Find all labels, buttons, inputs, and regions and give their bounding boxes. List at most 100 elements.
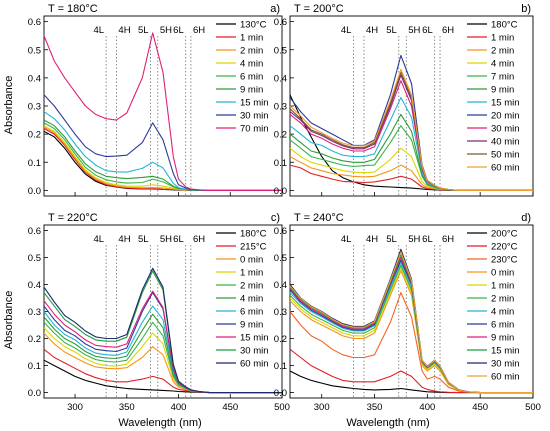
legend-label: 230°C — [491, 255, 518, 266]
band-label: 6H — [193, 25, 205, 36]
y-tick-label: 0.6 — [28, 17, 41, 28]
panel-letter: d) — [521, 212, 531, 224]
legend-label: 2 min — [491, 46, 514, 57]
series-line — [289, 251, 533, 394]
x-axis-label-right: Wavelength (nm) — [346, 417, 429, 429]
legend-label: 200°C — [491, 229, 518, 240]
y-tick-label: 0.5 — [28, 45, 41, 56]
x-tick-label: 500 — [525, 402, 541, 413]
band-label: 4H — [118, 25, 130, 36]
x-tick-label: 350 — [367, 402, 383, 413]
y-tick-label: 0.0 — [274, 388, 287, 399]
y-tick-label: 0.5 — [28, 253, 41, 264]
y-axis-label-top: Absorbance — [3, 76, 15, 135]
y-tick-label: 0.4 — [28, 280, 41, 291]
legend-label: 60 min — [491, 163, 520, 174]
band-label: 4L — [341, 25, 352, 36]
y-tick-label: 0.5 — [274, 253, 287, 264]
y-tick-label: 0.2 — [28, 334, 41, 345]
legend-label: 15 min — [240, 98, 269, 109]
legend-label: 4 min — [491, 307, 514, 318]
band-label: 6H — [193, 234, 205, 245]
panel-title: T = 180°C — [48, 3, 98, 15]
band-label: 5H — [160, 234, 172, 245]
legend-label: 0 min — [491, 268, 514, 279]
panel-2: T = 200°C b) 0.0 0.1 0.2 0.3 0.4 0.5 0.6 4L 4H 5L 5H… — [274, 3, 534, 197]
legend-label: 15 min — [240, 333, 269, 344]
legend-label: 6 min — [240, 72, 263, 83]
y-tick-label: 0.1 — [28, 361, 41, 372]
legend-label: 40 min — [491, 137, 520, 148]
x-tick-label: 350 — [119, 402, 135, 413]
y-tick-label: 0.2 — [274, 130, 287, 141]
legend-label: 20 min — [491, 111, 520, 122]
legend-label: 9 min — [240, 85, 263, 96]
legend-label: 220°C — [491, 242, 518, 253]
legend-label: 60 min — [491, 372, 520, 383]
legend-label: 1 min — [240, 33, 263, 44]
legend-label: 4 min — [240, 294, 263, 305]
legend-label: 4 min — [240, 59, 263, 70]
band-label: 4H — [366, 25, 378, 36]
legend-label: 2 min — [240, 281, 263, 292]
x-tick-label: 300 — [67, 402, 83, 413]
y-tick-label: 0.0 — [28, 388, 41, 399]
panel-1: T = 180°C a) 0.0 0.1 0.2 0.3 0.4 0.5 0.6 4L 4H 5L 5H… — [28, 3, 283, 197]
band-label: 4L — [341, 234, 352, 245]
legend-label: 30 min — [491, 124, 520, 135]
y-tick-label: 0.6 — [274, 226, 287, 237]
band-label: 4H — [118, 234, 130, 245]
y-tick-label: 0.6 — [274, 17, 287, 28]
band-label: 6L — [422, 25, 433, 36]
legend-label: 70 min — [240, 124, 269, 135]
band-label: 4H — [366, 234, 378, 245]
y-tick-label: 0.2 — [274, 334, 287, 345]
y-tick-label: 0.1 — [274, 361, 287, 372]
y-tick-label: 0.1 — [274, 158, 287, 169]
legend-label: 9 min — [240, 320, 263, 331]
panel-4: T = 240°C d) 0.0 0.1 0.2 0.3 0.4 0.5 0.6 300 350 40… — [274, 212, 541, 413]
y-tick-label: 0.3 — [274, 307, 287, 318]
legend-label: 215°C — [240, 242, 267, 253]
band-label: 6H — [442, 25, 454, 36]
band-label: 5H — [408, 234, 420, 245]
legend-label: 1 min — [491, 281, 514, 292]
legend-label: 15 min — [491, 346, 520, 357]
x-tick-label: 450 — [472, 402, 488, 413]
x-tick-label: 450 — [222, 402, 238, 413]
legend-label: 50 min — [491, 150, 520, 161]
legend-label: 1 min — [491, 33, 514, 44]
series-line — [289, 68, 533, 191]
panel-letter: a) — [270, 3, 280, 15]
band-label: 6H — [442, 234, 454, 245]
x-tick-label: 400 — [171, 402, 187, 413]
series-line — [43, 94, 282, 191]
band-label: 6L — [422, 234, 433, 245]
y-tick-label: 0.3 — [274, 102, 287, 113]
band-label: 5H — [160, 25, 172, 36]
panel-title: T = 200°C — [294, 3, 344, 15]
y-tick-label: 0.0 — [28, 186, 41, 197]
legend-label: 15 min — [491, 98, 520, 109]
x-tick-label: 400 — [419, 402, 435, 413]
y-tick-label: 0.3 — [28, 102, 41, 113]
band-label: 5L — [386, 234, 397, 245]
band-label: 5H — [408, 25, 420, 36]
legend-label: 130°C — [240, 20, 267, 31]
x-tick-label: 500 — [274, 402, 290, 413]
legend-label: 4 min — [491, 59, 514, 70]
legend-label: 6 min — [240, 307, 263, 318]
panel-3: T = 220°C c) 0.0 0.1 0.2 0.3 0.4 0.5 0.6 300 350 40… — [28, 212, 290, 413]
legend-label: 1 min — [240, 268, 263, 279]
y-tick-label: 0.1 — [28, 158, 41, 169]
series-line — [43, 32, 282, 191]
legend-label: 2 min — [491, 294, 514, 305]
y-axis-label-bottom: Absorbance — [3, 291, 15, 350]
band-label: 5L — [138, 25, 149, 36]
x-axis-label-left: Wavelength (nm) — [118, 417, 201, 429]
legend-label: 7 min — [491, 72, 514, 83]
legend-label: 6 min — [491, 320, 514, 331]
y-tick-label: 0.4 — [274, 73, 287, 84]
legend-label: 180°C — [491, 20, 518, 31]
